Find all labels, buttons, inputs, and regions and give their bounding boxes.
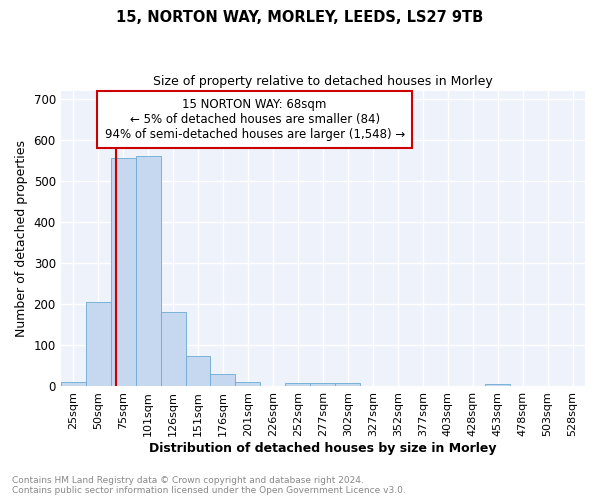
Bar [235, 382, 260, 386]
Bar [185, 356, 211, 386]
Bar [136, 156, 161, 386]
Bar [211, 374, 235, 386]
Bar [485, 384, 510, 386]
Bar [310, 383, 335, 386]
Bar [335, 383, 360, 386]
Text: 15, NORTON WAY, MORLEY, LEEDS, LS27 9TB: 15, NORTON WAY, MORLEY, LEEDS, LS27 9TB [116, 10, 484, 25]
Bar [161, 312, 185, 386]
Bar [110, 158, 136, 386]
Title: Size of property relative to detached houses in Morley: Size of property relative to detached ho… [153, 75, 493, 88]
Text: 15 NORTON WAY: 68sqm
← 5% of detached houses are smaller (84)
94% of semi-detach: 15 NORTON WAY: 68sqm ← 5% of detached ho… [104, 98, 405, 141]
Bar [61, 382, 86, 386]
X-axis label: Distribution of detached houses by size in Morley: Distribution of detached houses by size … [149, 442, 497, 455]
Y-axis label: Number of detached properties: Number of detached properties [15, 140, 28, 337]
Bar [86, 302, 110, 386]
Bar [286, 383, 310, 386]
Text: Contains HM Land Registry data © Crown copyright and database right 2024.
Contai: Contains HM Land Registry data © Crown c… [12, 476, 406, 495]
